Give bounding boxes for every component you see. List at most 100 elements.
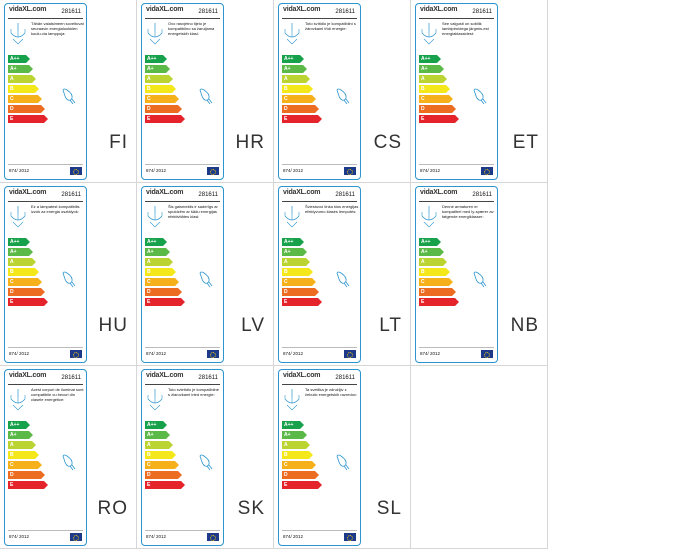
energy-class-arrow: D	[8, 471, 45, 479]
eu-flag-icon	[344, 533, 356, 541]
energy-label: vidaXL.com 281611 Tähän valaisimeen sovelt…	[4, 3, 87, 180]
bulb-icon	[59, 269, 79, 289]
energy-class-arrow: A+	[145, 431, 170, 439]
energy-class-arrow: A++	[8, 238, 30, 246]
header-divider	[8, 201, 83, 202]
model-number: 281611	[472, 192, 492, 198]
energy-class-arrow: B	[282, 268, 313, 276]
language-code: SK	[237, 498, 265, 519]
label-cell-et: vidaXL.com 281611 See valgusti on sobilik …	[411, 0, 548, 183]
brand-logo: vidaXL.com	[146, 372, 184, 379]
bulb-icon	[333, 86, 353, 106]
label-cell-ro: vidaXL.com 281611 Acest corpuri de ilumina…	[0, 366, 137, 549]
header-divider	[419, 201, 494, 202]
regulation-number: 874/ 2012	[283, 534, 304, 539]
regulation-number: 874/ 2012	[283, 168, 304, 173]
bulb-icon	[196, 269, 216, 289]
compatibility-text: Toto svítidlo je kompatibilní s žárovkam…	[305, 21, 356, 31]
energy-class-arrow: A+	[282, 65, 307, 73]
footer-divider	[145, 530, 220, 531]
chandelier-icon	[420, 206, 438, 228]
header-divider	[145, 384, 220, 385]
energy-label: vidaXL.com 281611 Denne armaturen er kompa…	[415, 186, 498, 363]
eu-flag-icon	[344, 167, 356, 175]
energy-class-arrow: A	[8, 441, 36, 449]
energy-class-arrow: A++	[419, 238, 441, 246]
energy-class-arrow: D	[8, 288, 45, 296]
brand-logo: vidaXL.com	[283, 6, 321, 13]
model-number: 281611	[198, 192, 218, 198]
eu-flag-icon	[481, 350, 493, 358]
label-cell-cs: vidaXL.com 281611 Toto svítidlo je kompati…	[274, 0, 411, 183]
chandelier-icon	[9, 23, 27, 45]
energy-class-arrow: B	[8, 268, 39, 276]
energy-class-arrow: A	[145, 75, 173, 83]
energy-label: vidaXL.com 281611 Toto svítidlo je kompati…	[278, 3, 361, 180]
compatibility-text: Acest corpuri de iluminat sunt compatibi…	[31, 387, 84, 402]
language-code: CS	[373, 132, 402, 153]
language-code: HR	[235, 132, 265, 153]
label-cell-hu: vidaXL.com 281611 Ez a lámpatest kompatibi…	[0, 183, 137, 366]
chandelier-icon	[146, 389, 164, 411]
compatibility-text: Ovo rasvjetno tijelo je kompatibilno sa …	[168, 21, 215, 36]
energy-class-arrow: A+	[282, 431, 307, 439]
bulb-icon	[196, 86, 216, 106]
footer-divider	[8, 164, 83, 165]
energy-class-arrow: D	[145, 471, 182, 479]
energy-class-arrow: E	[8, 298, 48, 306]
energy-class-arrow: B	[8, 451, 39, 459]
model-number: 281611	[198, 375, 218, 381]
energy-class-arrow: A+	[8, 248, 33, 256]
energy-class-arrow: E	[282, 115, 322, 123]
energy-class-arrow: D	[419, 288, 456, 296]
energy-class-arrow: E	[282, 481, 322, 489]
bulb-icon	[470, 86, 490, 106]
energy-class-arrow: C	[419, 278, 453, 286]
label-cell-lv: vidaXL.com 281611 Šis gaismeklis ir saderī…	[137, 183, 274, 366]
eu-flag-icon	[207, 350, 219, 358]
brand-logo: vidaXL.com	[420, 6, 458, 13]
footer-divider	[282, 347, 357, 348]
energy-class-arrow: C	[145, 95, 179, 103]
energy-class-arrow: E	[419, 298, 459, 306]
label-cell-nb: vidaXL.com 281611 Denne armaturen er kompa…	[411, 183, 548, 366]
energy-label: vidaXL.com 281611 Šis gaismeklis ir saderī…	[141, 186, 224, 363]
footer-divider	[145, 347, 220, 348]
compatibility-text: Ez a lámpatest kompatibilis izzók az ene…	[31, 204, 80, 214]
header-divider	[8, 384, 83, 385]
energy-class-arrow: A+	[145, 65, 170, 73]
energy-class-arrow: A++	[419, 55, 441, 63]
energy-class-arrow: A	[282, 258, 310, 266]
chandelier-icon	[9, 206, 27, 228]
model-number: 281611	[335, 375, 355, 381]
model-number: 281611	[61, 375, 81, 381]
label-cell-hr: vidaXL.com 281611 Ovo rasvjetno tijelo je …	[137, 0, 274, 183]
energy-class-arrow: A	[145, 441, 173, 449]
energy-class-arrow: A++	[8, 55, 30, 63]
model-number: 281611	[198, 9, 218, 15]
compatibility-text: Šis gaismeklis ir saderīgs ar spuldzēm a…	[168, 204, 218, 219]
energy-class-arrow: B	[145, 85, 176, 93]
energy-class-scale: A++ A+ A B C D E	[8, 421, 48, 491]
label-cell-fi: vidaXL.com 281611 Tähän valaisimeen sovelt…	[0, 0, 137, 183]
energy-class-arrow: E	[8, 115, 48, 123]
energy-class-arrow: D	[282, 471, 319, 479]
energy-class-scale: A++ A+ A B C D E	[419, 238, 459, 308]
energy-class-arrow: A++	[282, 55, 304, 63]
language-code: FI	[109, 132, 128, 153]
eu-flag-icon	[70, 533, 82, 541]
energy-class-arrow: E	[145, 298, 185, 306]
energy-class-arrow: A++	[145, 238, 167, 246]
empty-cell	[411, 366, 548, 549]
energy-class-scale: A++ A+ A B C D E	[282, 238, 322, 308]
header-divider	[282, 384, 357, 385]
eu-flag-icon	[344, 350, 356, 358]
language-code: ET	[512, 132, 539, 153]
energy-class-scale: A++ A+ A B C D E	[282, 421, 322, 491]
header-divider	[145, 18, 220, 19]
language-code: LT	[379, 315, 402, 336]
compatibility-text: Tähän valaisimeen soveltuvat seuraavin e…	[31, 21, 84, 36]
bulb-icon	[59, 86, 79, 106]
brand-logo: vidaXL.com	[146, 189, 184, 196]
header-divider	[8, 18, 83, 19]
